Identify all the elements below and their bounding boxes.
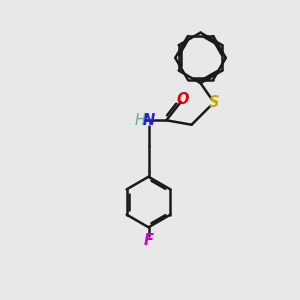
Text: H: H [135,113,146,128]
Text: N: N [142,113,154,128]
Text: F: F [143,233,154,248]
Text: S: S [209,95,219,110]
Text: O: O [176,92,189,107]
